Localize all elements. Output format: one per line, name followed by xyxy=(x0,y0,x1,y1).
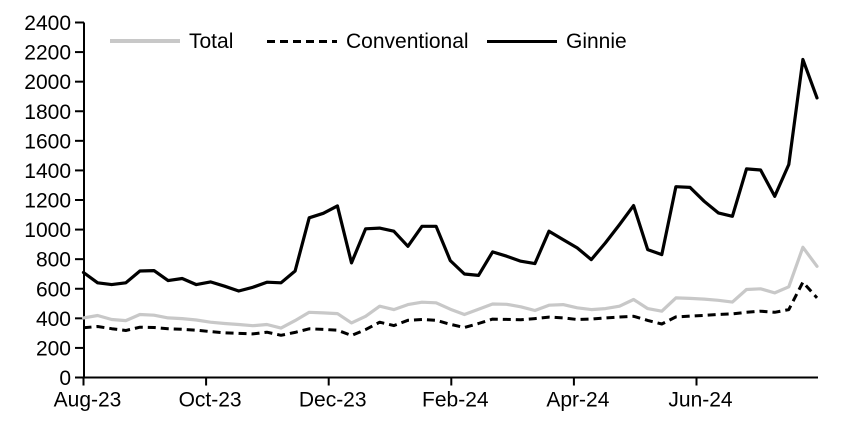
y-tick-label: 1400 xyxy=(24,160,71,183)
x-tick-label: Apr-24 xyxy=(546,389,609,412)
x-tick-label: Oct-23 xyxy=(179,389,242,412)
x-tick-label: Feb-24 xyxy=(422,389,489,412)
series-ginnie-line xyxy=(81,57,819,293)
legend-label-total: Total xyxy=(189,29,234,53)
x-tick-label: Jun-24 xyxy=(668,389,733,412)
legend-item-total: Total xyxy=(110,28,233,54)
series-conventional-line xyxy=(83,280,819,337)
y-tick-label: 800 xyxy=(36,249,71,272)
x-tick-label: Aug-23 xyxy=(54,389,122,412)
legend-item-conventional: Conventional xyxy=(267,28,469,54)
y-axis-ticks: 0 200 400 600 800 1000 1200 1400 1600 1800 2000 220… xyxy=(24,12,84,390)
x-axis-ticks: Aug-23 Oct-23 Dec-23 Feb-24 Apr-24 Jun-24 xyxy=(54,377,733,412)
y-tick-label: 2400 xyxy=(24,12,71,35)
y-tick-label: 200 xyxy=(36,337,71,360)
y-tick-label: 0 xyxy=(59,367,71,390)
legend-item-ginnie: Ginnie xyxy=(487,28,627,54)
legend-label-conventional: Conventional xyxy=(346,29,469,53)
y-tick-label: 2200 xyxy=(24,42,71,65)
series-total-line xyxy=(81,245,819,330)
y-tick-label: 1600 xyxy=(24,130,71,153)
ginnie-line-swatch-icon xyxy=(487,39,557,43)
conventional-line-swatch-icon xyxy=(267,39,337,43)
x-tick-label: Dec-23 xyxy=(299,389,367,412)
y-tick-label: 1800 xyxy=(24,101,71,124)
y-tick-label: 600 xyxy=(36,278,71,301)
legend-label-ginnie: Ginnie xyxy=(566,29,627,53)
total-line-swatch-icon xyxy=(110,39,180,43)
y-tick-label: 1000 xyxy=(24,219,71,242)
y-tick-label: 1200 xyxy=(24,190,71,213)
y-tick-label: 2000 xyxy=(24,71,71,94)
y-tick-label: 400 xyxy=(36,308,71,331)
